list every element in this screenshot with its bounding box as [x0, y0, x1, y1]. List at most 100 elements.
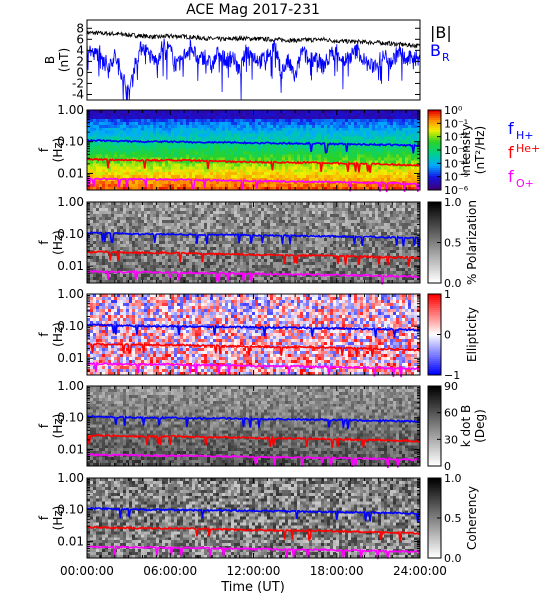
- heatmap-cell: [141, 208, 145, 212]
- heatmap-cell: [150, 208, 154, 212]
- heatmap-cell: [192, 110, 196, 114]
- heatmap-cell: [414, 226, 418, 230]
- heatmap-cell: [138, 211, 142, 215]
- heatmap-cell: [306, 214, 310, 218]
- heatmap-cell: [90, 244, 94, 248]
- heatmap-cell: [354, 127, 358, 132]
- heatmap-cell: [105, 208, 109, 212]
- heatmap-cell: [330, 229, 334, 233]
- heatmap-cell: [216, 211, 220, 215]
- heatmap-cell: [300, 172, 304, 176]
- heatmap-cell: [180, 214, 184, 218]
- heatmap-cell: [240, 157, 244, 161]
- heatmap-cell: [378, 121, 382, 126]
- heatmap-cell: [135, 169, 139, 173]
- heatmap-cell: [330, 217, 334, 221]
- heatmap-cell: [309, 187, 313, 191]
- heatmap-cell: [171, 211, 175, 215]
- heatmap-cell: [180, 226, 184, 230]
- heatmap-cell: [165, 247, 169, 251]
- heatmap-cell: [210, 184, 214, 188]
- heatmap-cell: [300, 130, 304, 134]
- heatmap-cell: [258, 208, 262, 212]
- heatmap-cell: [228, 124, 232, 129]
- heatmap-cell: [399, 118, 403, 123]
- heatmap-cell: [180, 124, 184, 129]
- heatmap-cell: [339, 181, 343, 185]
- heatmap-cell: [408, 118, 412, 123]
- heatmap-cell: [183, 226, 187, 230]
- heatmap-cell: [138, 160, 142, 164]
- heatmap-cell: [315, 232, 319, 236]
- heatmap-cell: [246, 244, 250, 248]
- heatmap-cell: [102, 115, 106, 120]
- heatmap-cell: [189, 223, 193, 227]
- heatmap-cell: [345, 112, 349, 117]
- heatmap-cell: [366, 175, 370, 179]
- heatmap-cell: [363, 154, 367, 158]
- heatmap-cell: [183, 211, 187, 215]
- heatmap-cell: [330, 226, 334, 230]
- heatmap-cell: [414, 214, 418, 218]
- heatmap-cell: [114, 136, 118, 140]
- heatmap-cell: [225, 220, 229, 224]
- heatmap-cell: [345, 208, 349, 212]
- heatmap-cell: [333, 184, 337, 188]
- heatmap-cell: [210, 220, 214, 224]
- heatmap-cell: [93, 229, 97, 233]
- heatmap-cell: [108, 124, 112, 129]
- heatmap-cell: [111, 232, 115, 236]
- heatmap-cell: [177, 202, 181, 206]
- heatmap-cell: [258, 181, 262, 185]
- heatmap-cell: [210, 175, 214, 179]
- heatmap-cell: [408, 154, 412, 158]
- heatmap-cell: [399, 130, 403, 134]
- heatmap-cell: [108, 184, 112, 188]
- heatmap-cell: [123, 184, 127, 188]
- heatmap-cell: [321, 220, 325, 224]
- heatmap-cell: [120, 217, 124, 221]
- heatmap-cell: [294, 187, 298, 191]
- heatmap-cell: [252, 178, 256, 182]
- heatmap-cell: [96, 151, 100, 155]
- heatmap-cell: [123, 160, 127, 164]
- heatmap-cell: [261, 220, 265, 224]
- heatmap-cell: [201, 223, 205, 227]
- heatmap-cell: [171, 118, 175, 123]
- heatmap-cell: [246, 187, 250, 191]
- heatmap-cell: [264, 115, 268, 120]
- heatmap-cell: [297, 205, 301, 209]
- heatmap-cell: [336, 127, 340, 132]
- heatmap-cell: [90, 115, 94, 120]
- heatmap-cell: [333, 202, 337, 206]
- heatmap-cell: [144, 121, 148, 126]
- heatmap-cell: [345, 214, 349, 218]
- heatmap-cell: [117, 136, 121, 140]
- heatmap-cell: [87, 115, 91, 120]
- heatmap-cell: [135, 148, 139, 152]
- heatmap-cell: [276, 229, 280, 233]
- heatmap-cell: [390, 247, 394, 251]
- heatmap-cell: [96, 172, 100, 176]
- heatmap-cell: [336, 121, 340, 126]
- heatmap-cell: [174, 130, 178, 134]
- heatmap-cell: [231, 154, 235, 158]
- heatmap-cell: [153, 202, 157, 206]
- heatmap-cell: [354, 139, 358, 143]
- heatmap-cell: [411, 118, 415, 123]
- heatmap-cell: [261, 145, 265, 149]
- heatmap-cell: [384, 166, 388, 170]
- heatmap-cell: [354, 175, 358, 179]
- heatmap-cell: [201, 136, 205, 140]
- heatmap-cell: [153, 211, 157, 215]
- heatmap-cell: [228, 130, 232, 134]
- colorbar-segment: [428, 138, 441, 141]
- heatmap-cell: [342, 223, 346, 227]
- heatmap-cell: [201, 187, 205, 191]
- heatmap-cell: [207, 127, 211, 132]
- heatmap-cell: [153, 154, 157, 158]
- heatmap-cell: [126, 121, 130, 126]
- heatmap-cell: [138, 130, 142, 134]
- heatmap-cell: [285, 223, 289, 227]
- heatmap-cell: [207, 220, 211, 224]
